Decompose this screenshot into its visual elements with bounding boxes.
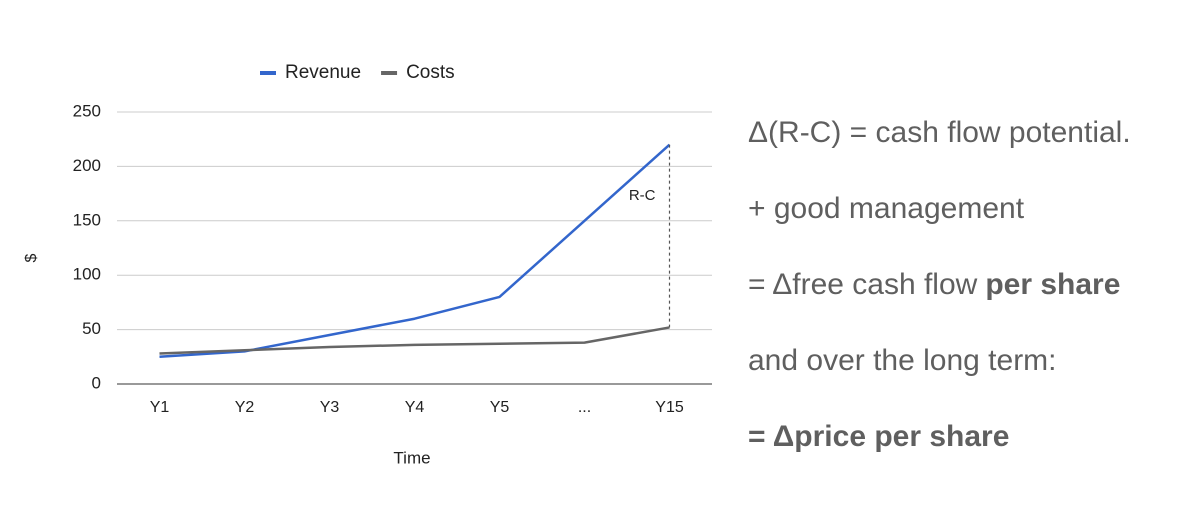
x-tick-label: Y3	[320, 399, 340, 416]
chart: Time $ 0 50 100 150 200 250 Y1 Y2 Y3 Y4 Y5... Y15 Re…	[23, 62, 712, 467]
x-tick-label: Y5	[490, 399, 510, 416]
line-series	[159, 143, 671, 359]
y-tick-label: 50	[82, 319, 101, 338]
note-bold: per share	[985, 268, 1121, 301]
notes: Δ(R-C) = cash flow potential. + good mana…	[748, 112, 1131, 492]
note-line: and over the long term:	[748, 340, 1131, 416]
note-text: Δ(R-C) = cash flow potential.	[748, 116, 1131, 149]
x-tick-label: Y2	[235, 399, 255, 416]
x-tick-label: Y4	[405, 399, 425, 416]
note-line: + good management	[748, 188, 1131, 264]
y-tick-label: 200	[73, 156, 101, 175]
legend-label: Costs	[406, 62, 455, 83]
annotation: R-C	[629, 187, 656, 204]
line-series	[159, 326, 670, 355]
note-text: = Δfree cash flow	[748, 268, 978, 301]
y-tick-label: 250	[73, 101, 101, 120]
legend-label: Revenue	[285, 62, 361, 83]
note-line: Δ(R-C) = cash flow potential.	[748, 112, 1131, 188]
x-axis-label: Time	[393, 448, 430, 467]
x-tick-label: Y15	[655, 399, 684, 416]
legend-swatch	[260, 71, 276, 75]
note-text: + good management	[748, 192, 1025, 225]
x-tick-label: Y1	[150, 399, 170, 416]
note-text: and over the long term:	[748, 344, 1057, 377]
x-tick-label: ...	[578, 399, 591, 416]
note-line: = Δfree cash flow per share	[748, 264, 1131, 340]
y-tick-label: 0	[92, 373, 101, 392]
y-tick-label: 100	[73, 265, 101, 284]
y-tick-label: 150	[73, 210, 101, 229]
y-axis-label: $	[23, 253, 40, 262]
note-bold: = Δprice per share	[748, 420, 1010, 453]
note-line: = Δprice per share	[748, 416, 1131, 492]
legend-swatch	[381, 71, 398, 75]
